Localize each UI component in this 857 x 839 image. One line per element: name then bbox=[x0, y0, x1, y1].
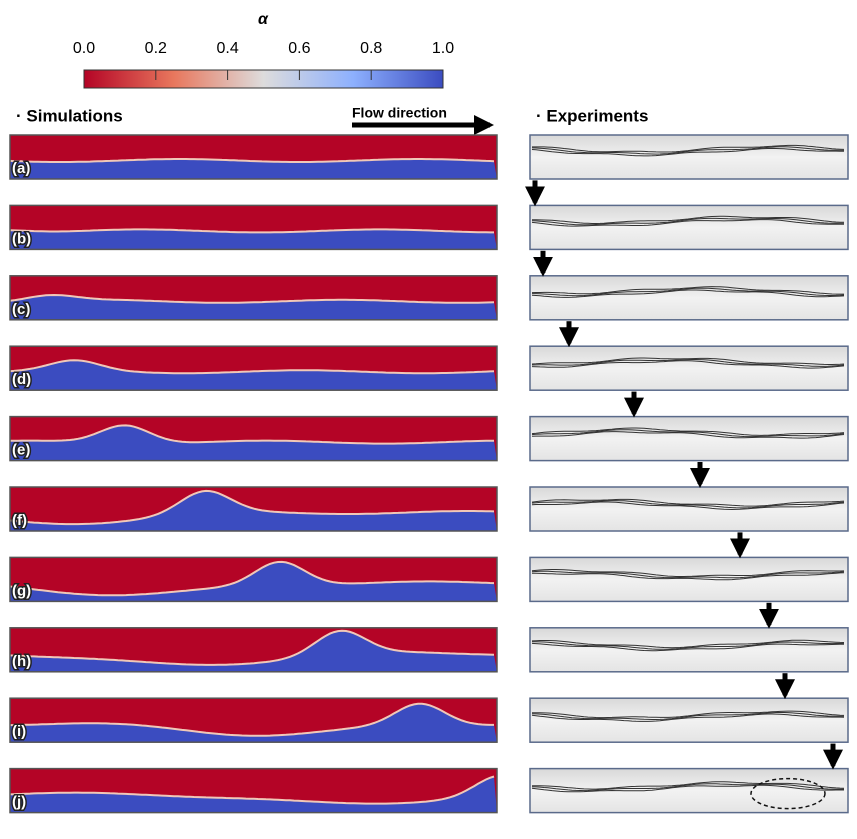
exp-frame bbox=[529, 275, 849, 321]
sim-title: · Simulations bbox=[16, 106, 123, 125]
panel-label: (h) bbox=[12, 653, 31, 670]
sim-interface bbox=[9, 158, 495, 163]
exp-frame bbox=[529, 345, 849, 391]
exp-interface bbox=[531, 360, 845, 369]
exp-interface bbox=[531, 500, 845, 509]
sim-interface bbox=[9, 293, 495, 304]
exp-interface bbox=[531, 783, 845, 792]
exp-interface bbox=[532, 144, 845, 153]
sim-liquid bbox=[10, 229, 497, 250]
exp-interface bbox=[531, 639, 845, 649]
sim-interface bbox=[10, 702, 494, 737]
exp-interface bbox=[531, 784, 844, 793]
exp-interface bbox=[531, 429, 845, 438]
exp-frame bbox=[529, 204, 849, 251]
sim-liquid bbox=[10, 360, 497, 391]
sim-frame bbox=[9, 486, 498, 532]
exp-frame bbox=[529, 556, 849, 603]
sim-frame bbox=[9, 415, 498, 462]
exp-interface bbox=[531, 219, 844, 227]
exp-interface bbox=[531, 712, 844, 720]
colorbar bbox=[83, 69, 444, 89]
sim-interface bbox=[9, 228, 494, 234]
sim-liquid bbox=[10, 561, 497, 602]
sim-frame bbox=[9, 556, 498, 603]
exp-interface bbox=[531, 642, 844, 652]
exp-interface bbox=[531, 569, 845, 577]
panel-label: (e) bbox=[12, 442, 30, 459]
exp-title: · Experiments bbox=[536, 106, 648, 125]
sim-frame bbox=[9, 134, 498, 180]
panel-label: (d) bbox=[12, 371, 31, 388]
exp-frame bbox=[529, 627, 849, 673]
colorbar-label: α bbox=[258, 11, 269, 28]
sim-interface bbox=[9, 359, 495, 375]
exp-interface bbox=[531, 217, 844, 226]
colorbar-tick-label: 1.0 bbox=[432, 40, 454, 57]
exp-interface bbox=[531, 781, 845, 790]
sim-interface bbox=[9, 775, 495, 805]
exp-interface bbox=[532, 215, 845, 224]
exp-interface bbox=[531, 147, 845, 157]
sim-frame bbox=[9, 275, 498, 321]
exp-frame bbox=[529, 415, 849, 462]
exp-interface bbox=[531, 501, 845, 511]
exp-interface bbox=[531, 359, 845, 367]
exp-interface bbox=[532, 641, 845, 650]
highlight-ellipse bbox=[750, 777, 826, 810]
sim-frame bbox=[9, 767, 498, 814]
exp-interface bbox=[531, 431, 845, 439]
flow-label: Flow direction bbox=[352, 105, 447, 121]
panel-label: (b) bbox=[12, 230, 31, 247]
panel-label: (g) bbox=[12, 582, 31, 599]
panel-label: (i) bbox=[12, 723, 26, 740]
sim-frame bbox=[9, 697, 498, 743]
exp-interface bbox=[531, 570, 845, 579]
exp-interface bbox=[531, 289, 845, 298]
exp-interface bbox=[532, 287, 845, 297]
sim-interface bbox=[9, 489, 495, 526]
sim-interface bbox=[9, 560, 495, 597]
exp-frame bbox=[529, 697, 849, 743]
exp-frame bbox=[529, 486, 849, 532]
sim-frame bbox=[9, 345, 498, 391]
sim-liquid bbox=[10, 425, 497, 461]
colorbar-tick-label: 0.0 bbox=[73, 40, 95, 57]
panel-label: (j) bbox=[12, 794, 26, 811]
colorbar-tick-label: 0.2 bbox=[145, 40, 167, 57]
panel-label: (a) bbox=[12, 160, 30, 177]
sim-liquid bbox=[10, 703, 497, 743]
panel-label: (c) bbox=[12, 301, 30, 318]
exp-interface bbox=[532, 710, 845, 719]
exp-interface bbox=[531, 713, 845, 722]
sim-interface bbox=[9, 629, 495, 666]
sim-liquid bbox=[10, 159, 497, 179]
sim-liquid bbox=[10, 776, 497, 813]
exp-interface bbox=[531, 427, 845, 436]
sim-interface bbox=[9, 424, 494, 445]
exp-interface bbox=[531, 357, 845, 365]
colorbar-tick-label: 0.4 bbox=[216, 40, 238, 57]
exp-interface bbox=[531, 286, 844, 295]
exp-interface bbox=[532, 572, 845, 581]
panel-label: (f) bbox=[12, 512, 27, 529]
exp-interface bbox=[531, 146, 845, 155]
exp-frame bbox=[529, 134, 849, 180]
sim-frame bbox=[9, 627, 498, 673]
exp-interface bbox=[531, 498, 845, 507]
colorbar-tick-label: 0.8 bbox=[360, 40, 382, 57]
colorbar-tick-label: 0.6 bbox=[288, 40, 310, 57]
sim-frame bbox=[9, 204, 498, 251]
